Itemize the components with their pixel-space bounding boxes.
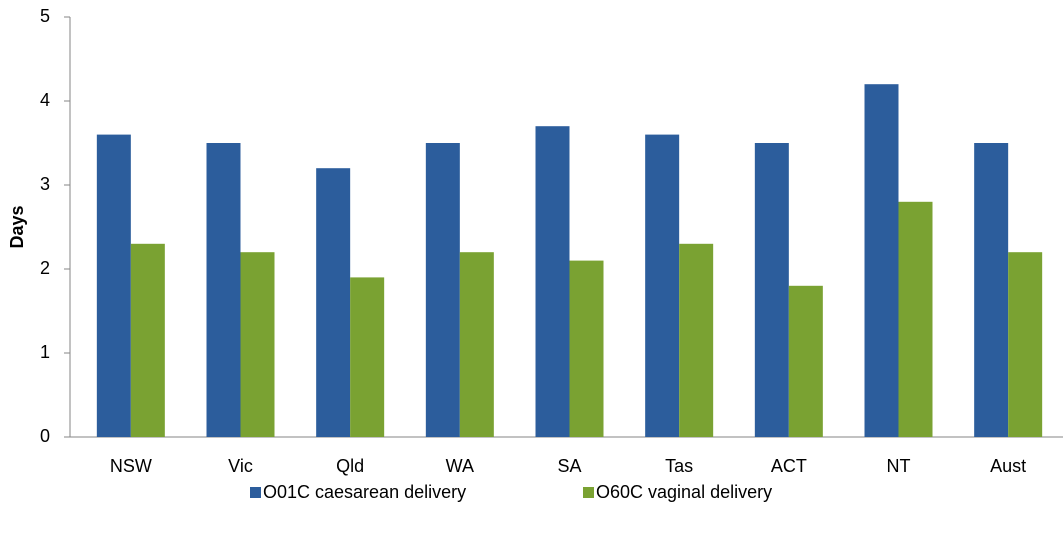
x-tick-label: Aust	[990, 456, 1026, 476]
x-tick-label: NT	[887, 456, 911, 476]
x-tick-label: Qld	[336, 456, 364, 476]
bar	[1008, 252, 1043, 437]
y-tick-label: 5	[40, 6, 50, 26]
x-tick-label: Vic	[228, 456, 253, 476]
bar	[350, 277, 385, 437]
x-tick-label: SA	[557, 456, 581, 476]
bar	[974, 143, 1009, 437]
bar	[459, 252, 494, 437]
legend-label: O60C vaginal delivery	[596, 482, 772, 502]
legend-swatch	[250, 487, 261, 498]
legend-label: O01C caesarean delivery	[263, 482, 466, 502]
legend-swatch	[583, 487, 594, 498]
bar	[788, 285, 823, 437]
bar	[316, 168, 351, 437]
x-tick-label: Tas	[665, 456, 693, 476]
bar	[569, 260, 604, 437]
bar	[206, 143, 241, 437]
bar	[679, 243, 714, 437]
y-tick-label: 2	[40, 258, 50, 278]
bar	[864, 84, 899, 437]
y-tick-label: 3	[40, 174, 50, 194]
bar	[240, 252, 275, 437]
bar	[96, 134, 131, 437]
x-tick-label: ACT	[771, 456, 807, 476]
bar	[645, 134, 680, 437]
y-tick-label: 4	[40, 90, 50, 110]
x-tick-label: NSW	[110, 456, 152, 476]
bar	[535, 126, 570, 437]
bar	[898, 201, 933, 437]
y-axis-label: Days	[7, 205, 27, 248]
bar	[425, 143, 460, 437]
y-tick-label: 1	[40, 342, 50, 362]
y-tick-label: 0	[40, 426, 50, 446]
x-tick-label: WA	[446, 456, 474, 476]
bar	[754, 143, 789, 437]
bar	[130, 243, 165, 437]
